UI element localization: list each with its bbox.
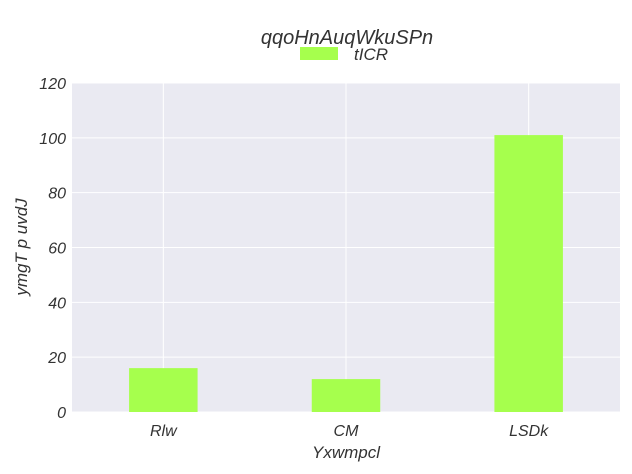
- x-tick-label: LSDk: [509, 423, 549, 440]
- chart-title: qqoHnAuqWkuSPn: [261, 27, 433, 49]
- y-tick-label: 0: [57, 405, 66, 422]
- y-tick-label: 100: [39, 131, 66, 148]
- legend-label: tICR: [354, 45, 388, 64]
- x-axis-ticks: Rlw CM LSDk: [150, 423, 549, 440]
- x-tick-label: CM: [334, 423, 360, 440]
- legend-swatch: [300, 47, 338, 60]
- bar-cm: [311, 379, 381, 412]
- x-axis-label: Yxwmpcl: [312, 443, 381, 462]
- legend: tICR: [300, 45, 388, 64]
- x-tick-label: Rlw: [150, 423, 178, 440]
- y-axis-ticks: 0 20 40 60 80 100 120: [39, 76, 66, 422]
- y-tick-label: 20: [47, 350, 66, 367]
- y-axis-label: ymgT p uvdJ: [12, 198, 31, 297]
- y-tick-label: 40: [48, 295, 66, 312]
- bar-rlw: [129, 368, 198, 412]
- y-tick-label: 80: [48, 186, 66, 203]
- bar-lsdk: [494, 135, 563, 412]
- bars: [129, 135, 563, 412]
- y-tick-label: 120: [39, 76, 66, 93]
- y-tick-label: 60: [48, 241, 66, 258]
